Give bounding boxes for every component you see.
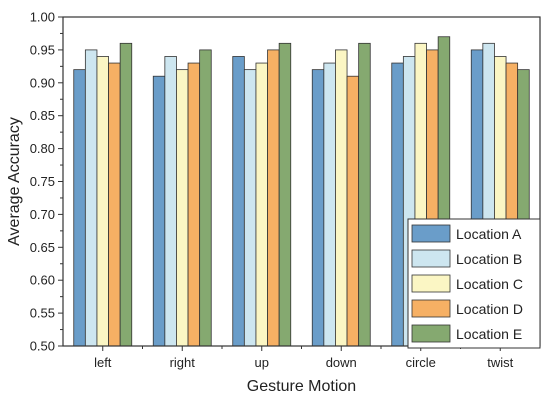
bar-circle-location-a	[391, 62, 404, 347]
bar-left-location-e	[119, 42, 133, 347]
bar-right-location-e	[199, 49, 212, 347]
bar-left-location-a	[73, 69, 86, 347]
y-tick-label: 0.95	[30, 42, 55, 57]
legend-label-location-c: Location C	[456, 276, 523, 292]
legend-label-location-d: Location D	[456, 301, 523, 317]
y-axis-title: Average Accuracy	[6, 117, 23, 246]
legend-label-location-a: Location A	[456, 226, 522, 242]
y-tick-label: 1.00	[30, 10, 55, 25]
y-tick-label: 0.70	[30, 207, 55, 222]
x-tick-label-left: left	[94, 355, 112, 370]
bar-down-location-d	[346, 75, 360, 347]
legend-swatch-location-e	[411, 324, 451, 343]
y-tick-label: 0.80	[30, 141, 55, 156]
bar-right-location-d	[187, 62, 201, 347]
bar-down-location-e	[358, 42, 371, 347]
legend-swatch-location-c	[411, 274, 451, 293]
y-tick-label: 0.65	[30, 240, 55, 255]
y-tick-label: 0.75	[30, 174, 55, 189]
y-tick-label: 0.50	[30, 339, 55, 354]
bar-left-location-d	[108, 62, 121, 347]
x-tick-label-twist: twist	[487, 355, 513, 370]
legend: Location A Location B Location C Location D…	[407, 218, 541, 349]
y-tick-label: 0.85	[30, 108, 55, 123]
bar-up-location-d	[267, 49, 280, 347]
bar-right-location-c	[176, 69, 189, 347]
legend-swatch-location-a	[411, 224, 451, 243]
bar-up-location-a	[232, 56, 245, 347]
bar-right-location-b	[164, 56, 177, 347]
bar-down-location-c	[335, 49, 348, 347]
y-tick-label: 0.55	[30, 306, 55, 321]
x-tick-label-down: down	[326, 355, 357, 370]
legend-swatch-location-b	[411, 249, 451, 268]
axes-layer: 0.50 0.55 0.60 0.65 0.70 0.75 0.80 0.85 0.90 0.95…	[30, 10, 541, 370]
bar-left-location-c	[96, 56, 109, 347]
x-tick-label-circle: circle	[406, 355, 436, 370]
bar-down-location-b	[323, 62, 336, 347]
bar-up-location-b	[243, 69, 257, 347]
legend-label-location-e: Location E	[456, 326, 522, 342]
bar-left-location-b	[84, 49, 98, 347]
x-axis-title: Gesture Motion	[247, 378, 356, 395]
x-tick-label-up: up	[255, 355, 269, 370]
bar-up-location-c	[255, 62, 268, 347]
y-tick-label: 0.60	[30, 273, 55, 288]
legend-swatch-location-d	[411, 299, 451, 318]
y-tick-label: 0.90	[30, 75, 55, 90]
legend-label-location-b: Location B	[456, 251, 522, 267]
bar-up-location-e	[278, 42, 292, 347]
bar-down-location-a	[311, 69, 325, 347]
bars-layer	[73, 36, 530, 347]
bar-right-location-a	[152, 75, 166, 347]
x-tick-label-right: right	[170, 355, 196, 370]
